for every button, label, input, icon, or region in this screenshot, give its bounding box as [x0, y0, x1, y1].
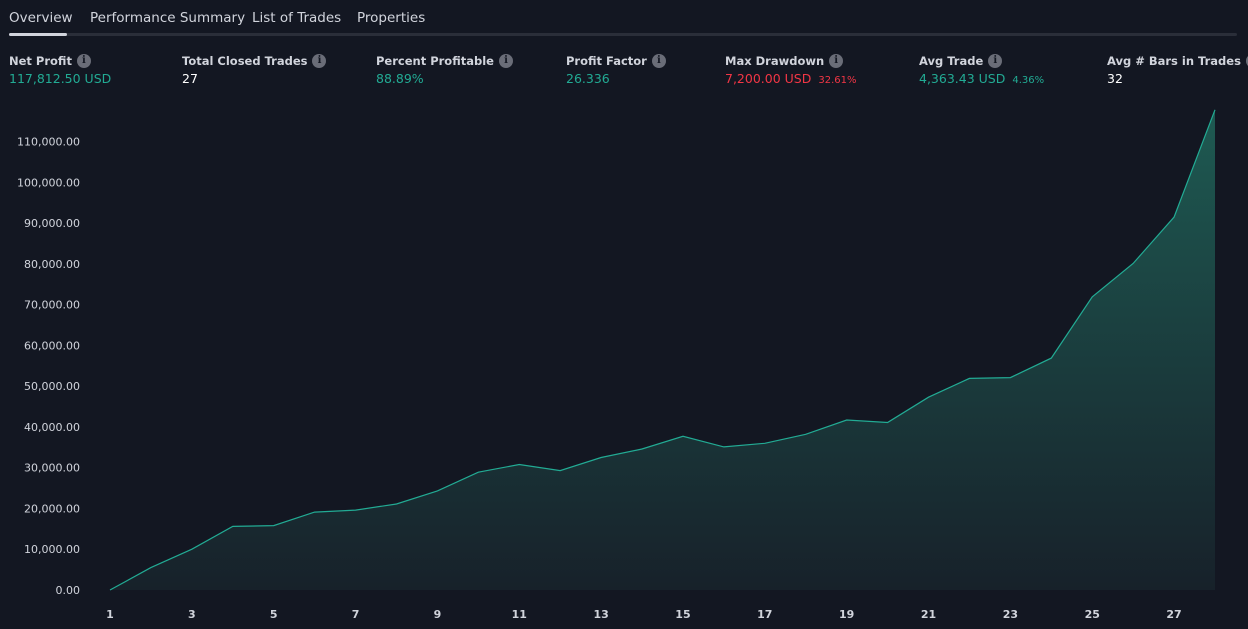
metric-label: Percent Profitable: [376, 54, 494, 68]
y-tick-label: 70,000.00: [24, 299, 80, 312]
metric-max-drawdown: Max Drawdown i 7,200.00 USD 32.61%: [725, 54, 857, 86]
info-icon[interactable]: i: [988, 54, 1003, 68]
tab-underline-track: [9, 33, 1237, 36]
metric-value: 7,200.00 USD: [725, 71, 812, 86]
equity-point: [967, 376, 971, 380]
equity-point: [149, 566, 153, 570]
x-tick-label: 9: [434, 608, 442, 621]
equity-point: [1213, 108, 1217, 112]
equity-point: [517, 462, 521, 466]
equity-chart-svg: 0.00 10,000.00 20,000.00 30,000.00 40,000.00…: [17, 108, 1217, 621]
metric-label: Avg # Bars in Trades: [1107, 54, 1241, 68]
x-axis: 1 3 5 7 9 11 13 15 17 19 21 23 25 27: [106, 608, 1182, 621]
metric-label: Max Drawdown: [725, 54, 825, 68]
x-tick-label: 23: [1003, 608, 1018, 621]
metric-value: 26.336: [566, 71, 610, 86]
y-tick-label: 50,000.00: [24, 380, 80, 393]
y-tick-label: 10,000.00: [24, 543, 80, 556]
equity-point: [190, 547, 194, 551]
x-tick-label: 5: [270, 608, 278, 621]
equity-point: [1090, 295, 1094, 299]
equity-point: [435, 489, 439, 493]
x-tick-label: 25: [1085, 608, 1100, 621]
y-tick-label: 60,000.00: [24, 339, 80, 352]
y-tick-label: 100,000.00: [17, 176, 80, 189]
equity-point: [1049, 356, 1053, 360]
x-tick-label: 11: [512, 608, 527, 621]
equity-line: [109, 109, 1216, 591]
metric-total-closed-trades: Total Closed Trades i 27: [182, 54, 327, 86]
equity-point: [1008, 376, 1012, 380]
y-tick-label: 80,000.00: [24, 258, 80, 271]
equity-point: [1172, 215, 1176, 219]
x-tick-label: 7: [352, 608, 360, 621]
equity-point: [108, 588, 112, 592]
metric-value: 4,363.43 USD: [919, 71, 1006, 86]
tab-properties[interactable]: Properties: [357, 10, 426, 26]
equity-point: [394, 502, 398, 506]
x-tick-label: 27: [1166, 608, 1181, 621]
x-tick-label: 3: [188, 608, 196, 621]
equity-point: [272, 524, 276, 528]
metric-value: 32: [1107, 71, 1123, 86]
info-icon[interactable]: i: [312, 54, 327, 68]
metric-label: Profit Factor: [566, 54, 647, 68]
x-tick-label: 1: [106, 608, 114, 621]
x-tick-label: 19: [839, 608, 854, 621]
equity-point: [927, 395, 931, 399]
equity-point: [722, 445, 726, 449]
x-tick-label: 15: [675, 608, 690, 621]
equity-point: [681, 434, 685, 438]
equity-point: [1131, 261, 1135, 265]
y-axis: 0.00 10,000.00 20,000.00 30,000.00 40,000.00…: [17, 136, 80, 597]
info-icon[interactable]: i: [76, 54, 91, 68]
metric-sub-value: 32.61%: [818, 75, 857, 86]
equity-point: [599, 456, 603, 460]
metric-avg-bars-in-trades: Avg # Bars in Trades i 32: [1107, 54, 1248, 86]
equity-point: [354, 508, 358, 512]
metric-avg-trade: Avg Trade i 4,363.43 USD 4.36%: [919, 54, 1044, 86]
x-tick-label: 21: [921, 608, 936, 621]
equity-point: [845, 418, 849, 422]
info-icon[interactable]: i: [651, 54, 666, 68]
y-tick-label: 90,000.00: [24, 217, 80, 230]
equity-point: [886, 420, 890, 424]
equity-point: [231, 524, 235, 528]
y-tick-label: 110,000.00: [17, 136, 80, 149]
metric-label: Net Profit: [9, 54, 72, 68]
equity-point: [476, 470, 480, 474]
equity-area: [110, 109, 1215, 591]
metric-value: 27: [182, 71, 198, 86]
metric-label: Avg Trade: [919, 54, 984, 68]
metric-value: 88.89%: [376, 71, 424, 86]
tab-overview[interactable]: Overview: [9, 10, 73, 26]
equity-point: [804, 432, 808, 436]
metric-value: 117,812.50 USD: [9, 71, 112, 86]
equity-point: [558, 469, 562, 473]
tab-bar: Overview Performance Summary List of Tra…: [0, 0, 1248, 36]
metric-sub-value: 4.36%: [1012, 75, 1045, 86]
metric-percent-profitable: Percent Profitable i 88.89%: [376, 54, 513, 86]
metric-net-profit: Net Profit i 117,812.50 USD: [9, 54, 111, 86]
equity-chart: 0.00 10,000.00 20,000.00 30,000.00 40,000.00…: [0, 96, 1248, 629]
y-tick-label: 20,000.00: [24, 502, 80, 515]
info-icon[interactable]: i: [829, 54, 844, 68]
equity-point: [640, 447, 644, 451]
metric-label: Total Closed Trades: [182, 54, 308, 68]
y-tick-label: 0.00: [56, 584, 81, 597]
equity-point: [313, 510, 317, 514]
x-tick-label: 17: [757, 608, 772, 621]
y-tick-label: 40,000.00: [24, 421, 80, 434]
tab-performance-summary[interactable]: Performance Summary: [90, 10, 246, 26]
metric-profit-factor: Profit Factor i 26.336: [566, 54, 666, 86]
tab-active-indicator: [9, 33, 67, 36]
equity-point: [763, 441, 767, 445]
x-tick-label: 13: [593, 608, 608, 621]
y-tick-label: 30,000.00: [24, 462, 80, 475]
tab-list-of-trades[interactable]: List of Trades: [252, 10, 342, 26]
info-icon[interactable]: i: [1245, 54, 1248, 68]
info-icon[interactable]: i: [498, 54, 513, 68]
